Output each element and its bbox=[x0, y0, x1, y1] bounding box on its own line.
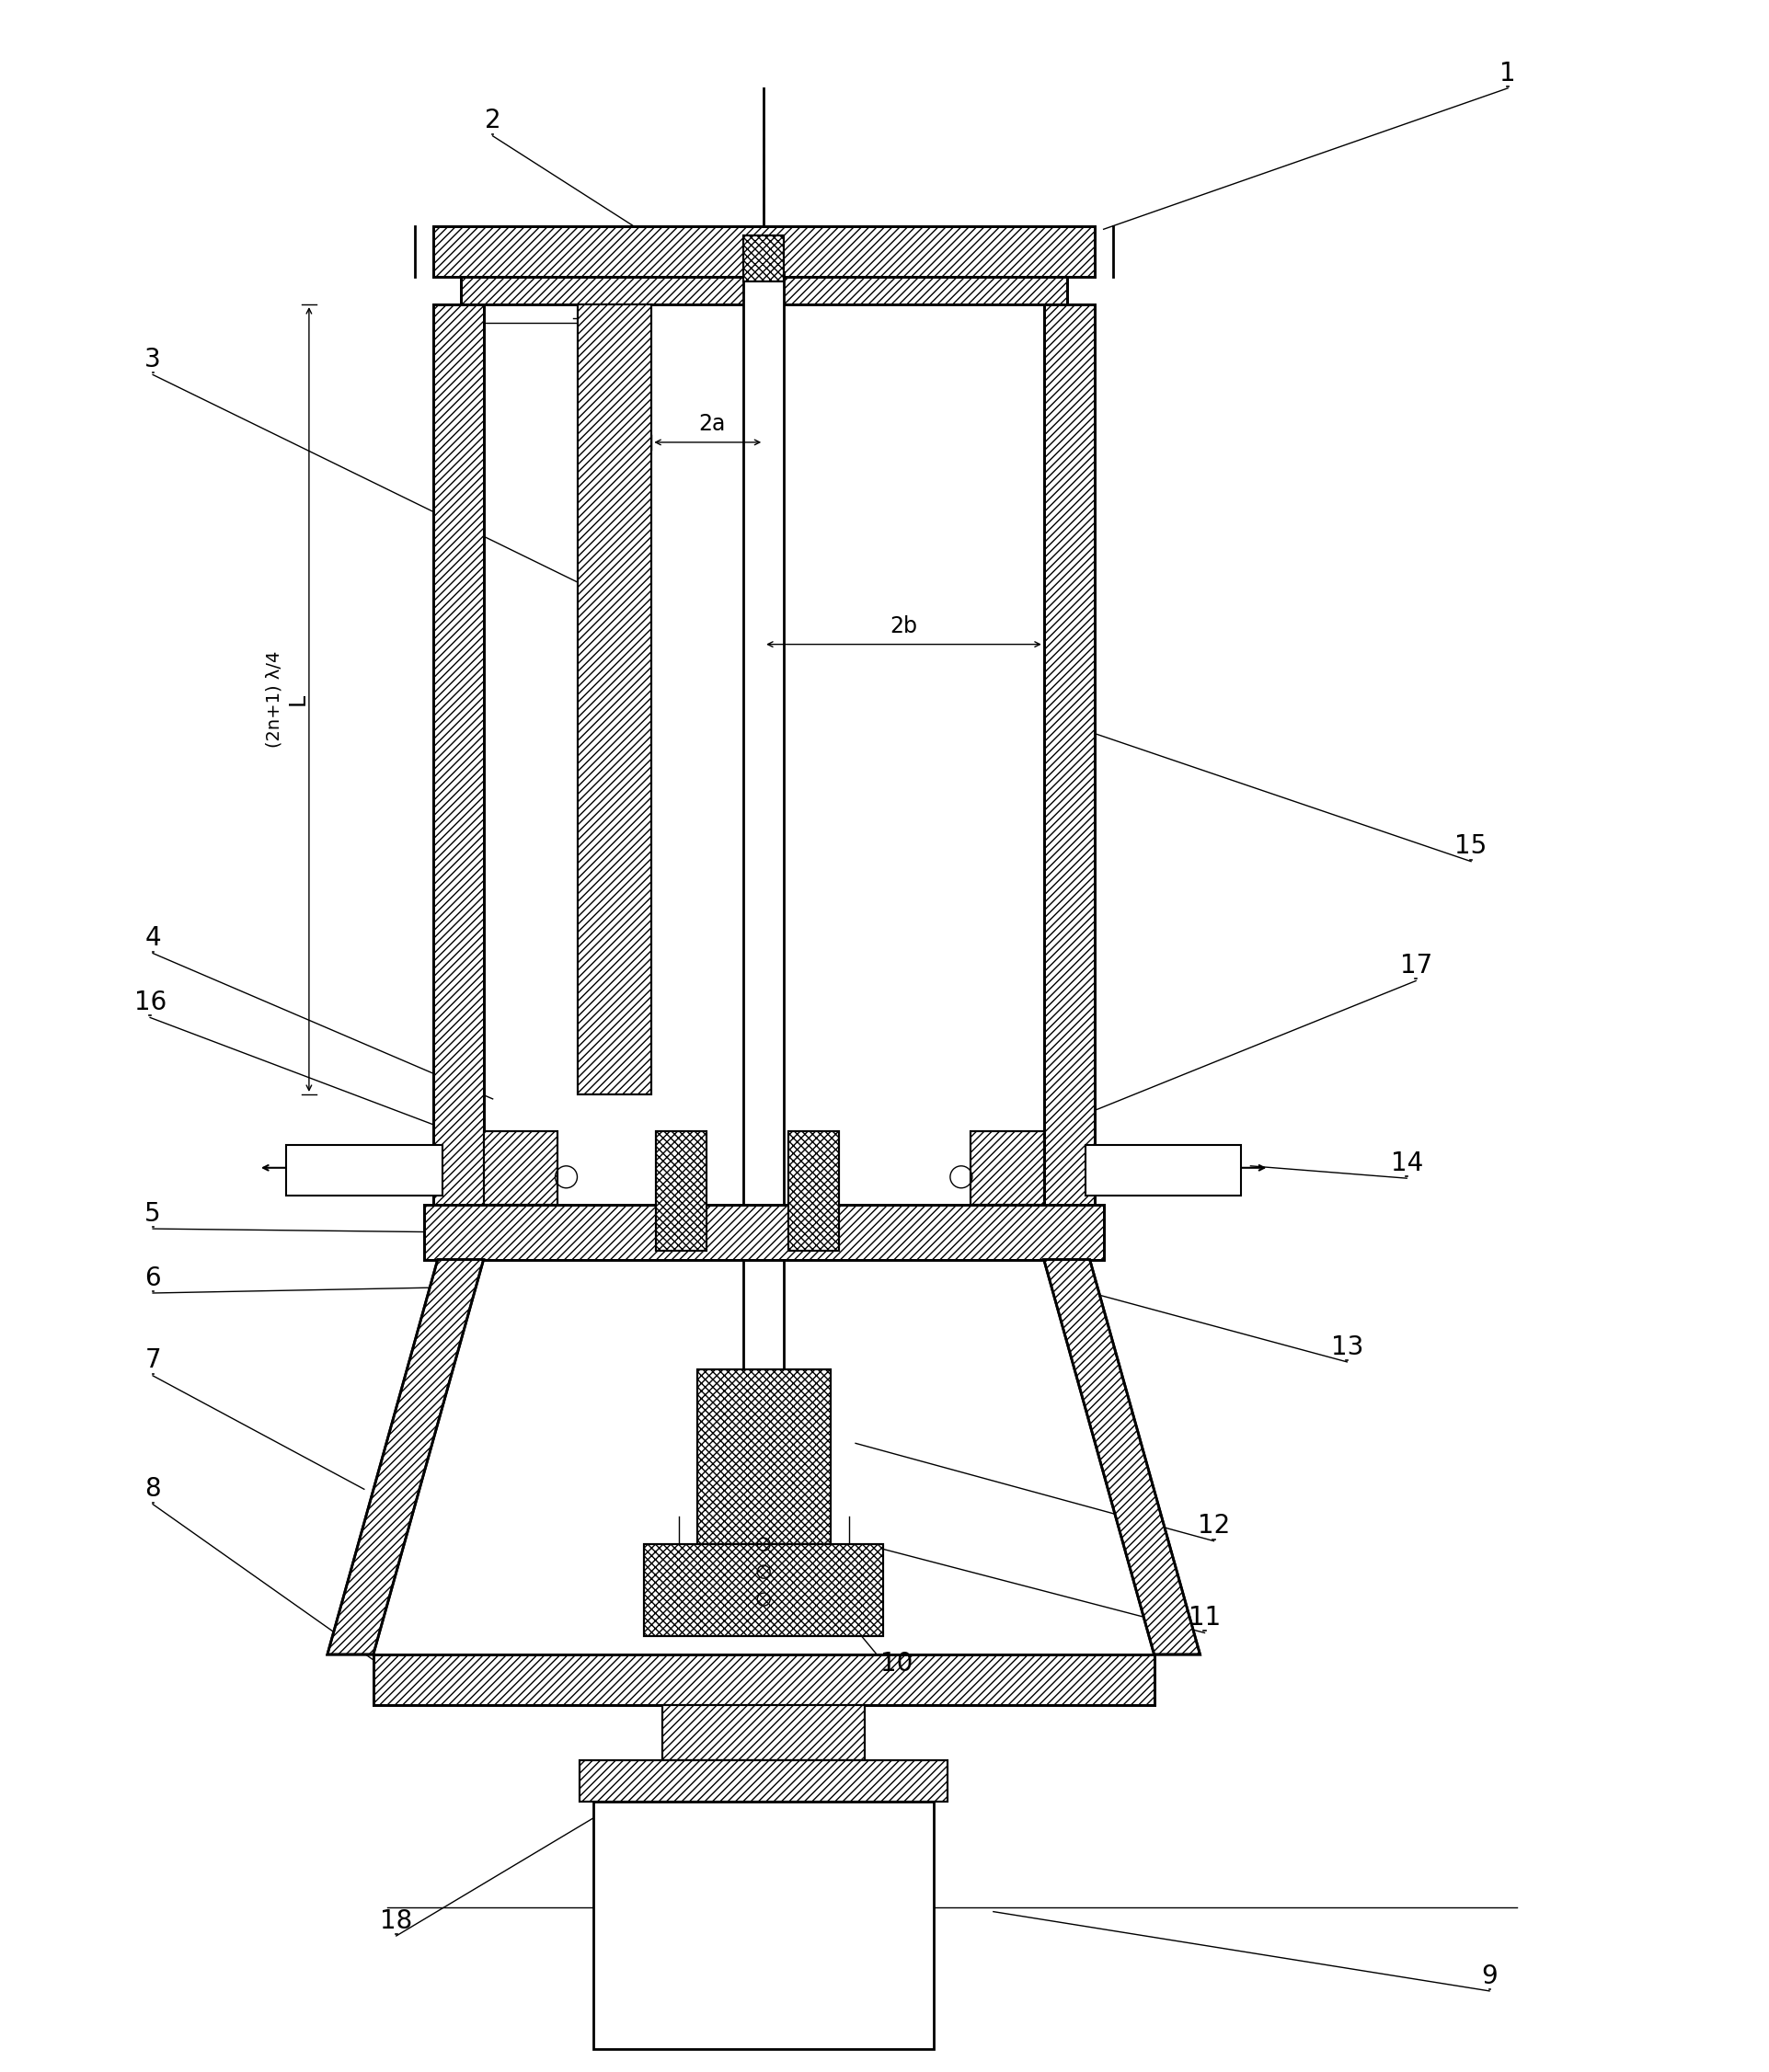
Bar bbox=[656, 1131, 706, 1249]
Text: L: L bbox=[287, 694, 310, 707]
Bar bbox=[656, 1131, 706, 1249]
Text: 9: 9 bbox=[1481, 1962, 1497, 1989]
Text: 2b: 2b bbox=[890, 615, 916, 636]
Bar bbox=[433, 226, 1093, 278]
Polygon shape bbox=[1044, 1260, 1199, 1656]
Bar bbox=[697, 1370, 830, 1544]
Bar bbox=[433, 226, 1093, 278]
Bar bbox=[433, 305, 483, 1204]
Text: 11: 11 bbox=[1187, 1606, 1221, 1631]
Bar bbox=[969, 1131, 1044, 1204]
Text: 1: 1 bbox=[1498, 60, 1514, 87]
Text: 13: 13 bbox=[1330, 1334, 1362, 1359]
Bar bbox=[743, 271, 784, 1461]
Bar bbox=[580, 1759, 946, 1801]
Bar bbox=[373, 1656, 1153, 1705]
Text: 6: 6 bbox=[145, 1266, 161, 1291]
Bar bbox=[460, 278, 1067, 305]
Bar bbox=[483, 1131, 557, 1204]
Text: 16: 16 bbox=[134, 990, 166, 1015]
Bar bbox=[578, 305, 651, 1094]
Bar bbox=[743, 236, 784, 282]
Bar bbox=[789, 1131, 839, 1249]
Text: 7: 7 bbox=[145, 1347, 161, 1374]
Bar bbox=[697, 1370, 830, 1544]
Text: 8: 8 bbox=[145, 1477, 161, 1502]
Bar bbox=[1044, 305, 1093, 1204]
Bar bbox=[373, 1656, 1153, 1705]
Text: (2n+1) λ/4: (2n+1) λ/4 bbox=[265, 651, 283, 748]
Bar bbox=[423, 1204, 1104, 1260]
Text: 10: 10 bbox=[881, 1651, 913, 1676]
Bar bbox=[789, 1131, 839, 1249]
Bar bbox=[483, 1131, 557, 1204]
Bar bbox=[743, 236, 784, 282]
Text: 18: 18 bbox=[380, 1908, 412, 1933]
Text: 14: 14 bbox=[1390, 1150, 1422, 1177]
Bar bbox=[644, 1544, 883, 1637]
Text: 5: 5 bbox=[145, 1202, 161, 1227]
Bar bbox=[969, 1131, 1044, 1204]
Bar bbox=[423, 1204, 1104, 1260]
Bar bbox=[433, 305, 483, 1204]
Text: 17: 17 bbox=[1399, 953, 1431, 978]
Text: 2: 2 bbox=[485, 108, 501, 135]
Text: 12: 12 bbox=[1198, 1513, 1229, 1539]
Text: 4: 4 bbox=[145, 926, 161, 951]
Bar bbox=[662, 1705, 865, 1759]
Bar bbox=[580, 1759, 946, 1801]
Bar bbox=[1044, 305, 1093, 1204]
Bar bbox=[662, 1705, 865, 1759]
Bar bbox=[593, 1801, 934, 2049]
Bar bbox=[287, 1146, 442, 1196]
Bar bbox=[578, 305, 651, 1094]
Bar bbox=[644, 1544, 883, 1637]
Text: 2a: 2a bbox=[699, 412, 725, 435]
Bar bbox=[460, 278, 1067, 305]
Text: 15: 15 bbox=[1454, 833, 1486, 860]
Bar bbox=[1084, 1146, 1240, 1196]
Text: 3: 3 bbox=[145, 346, 161, 373]
Polygon shape bbox=[327, 1260, 483, 1656]
